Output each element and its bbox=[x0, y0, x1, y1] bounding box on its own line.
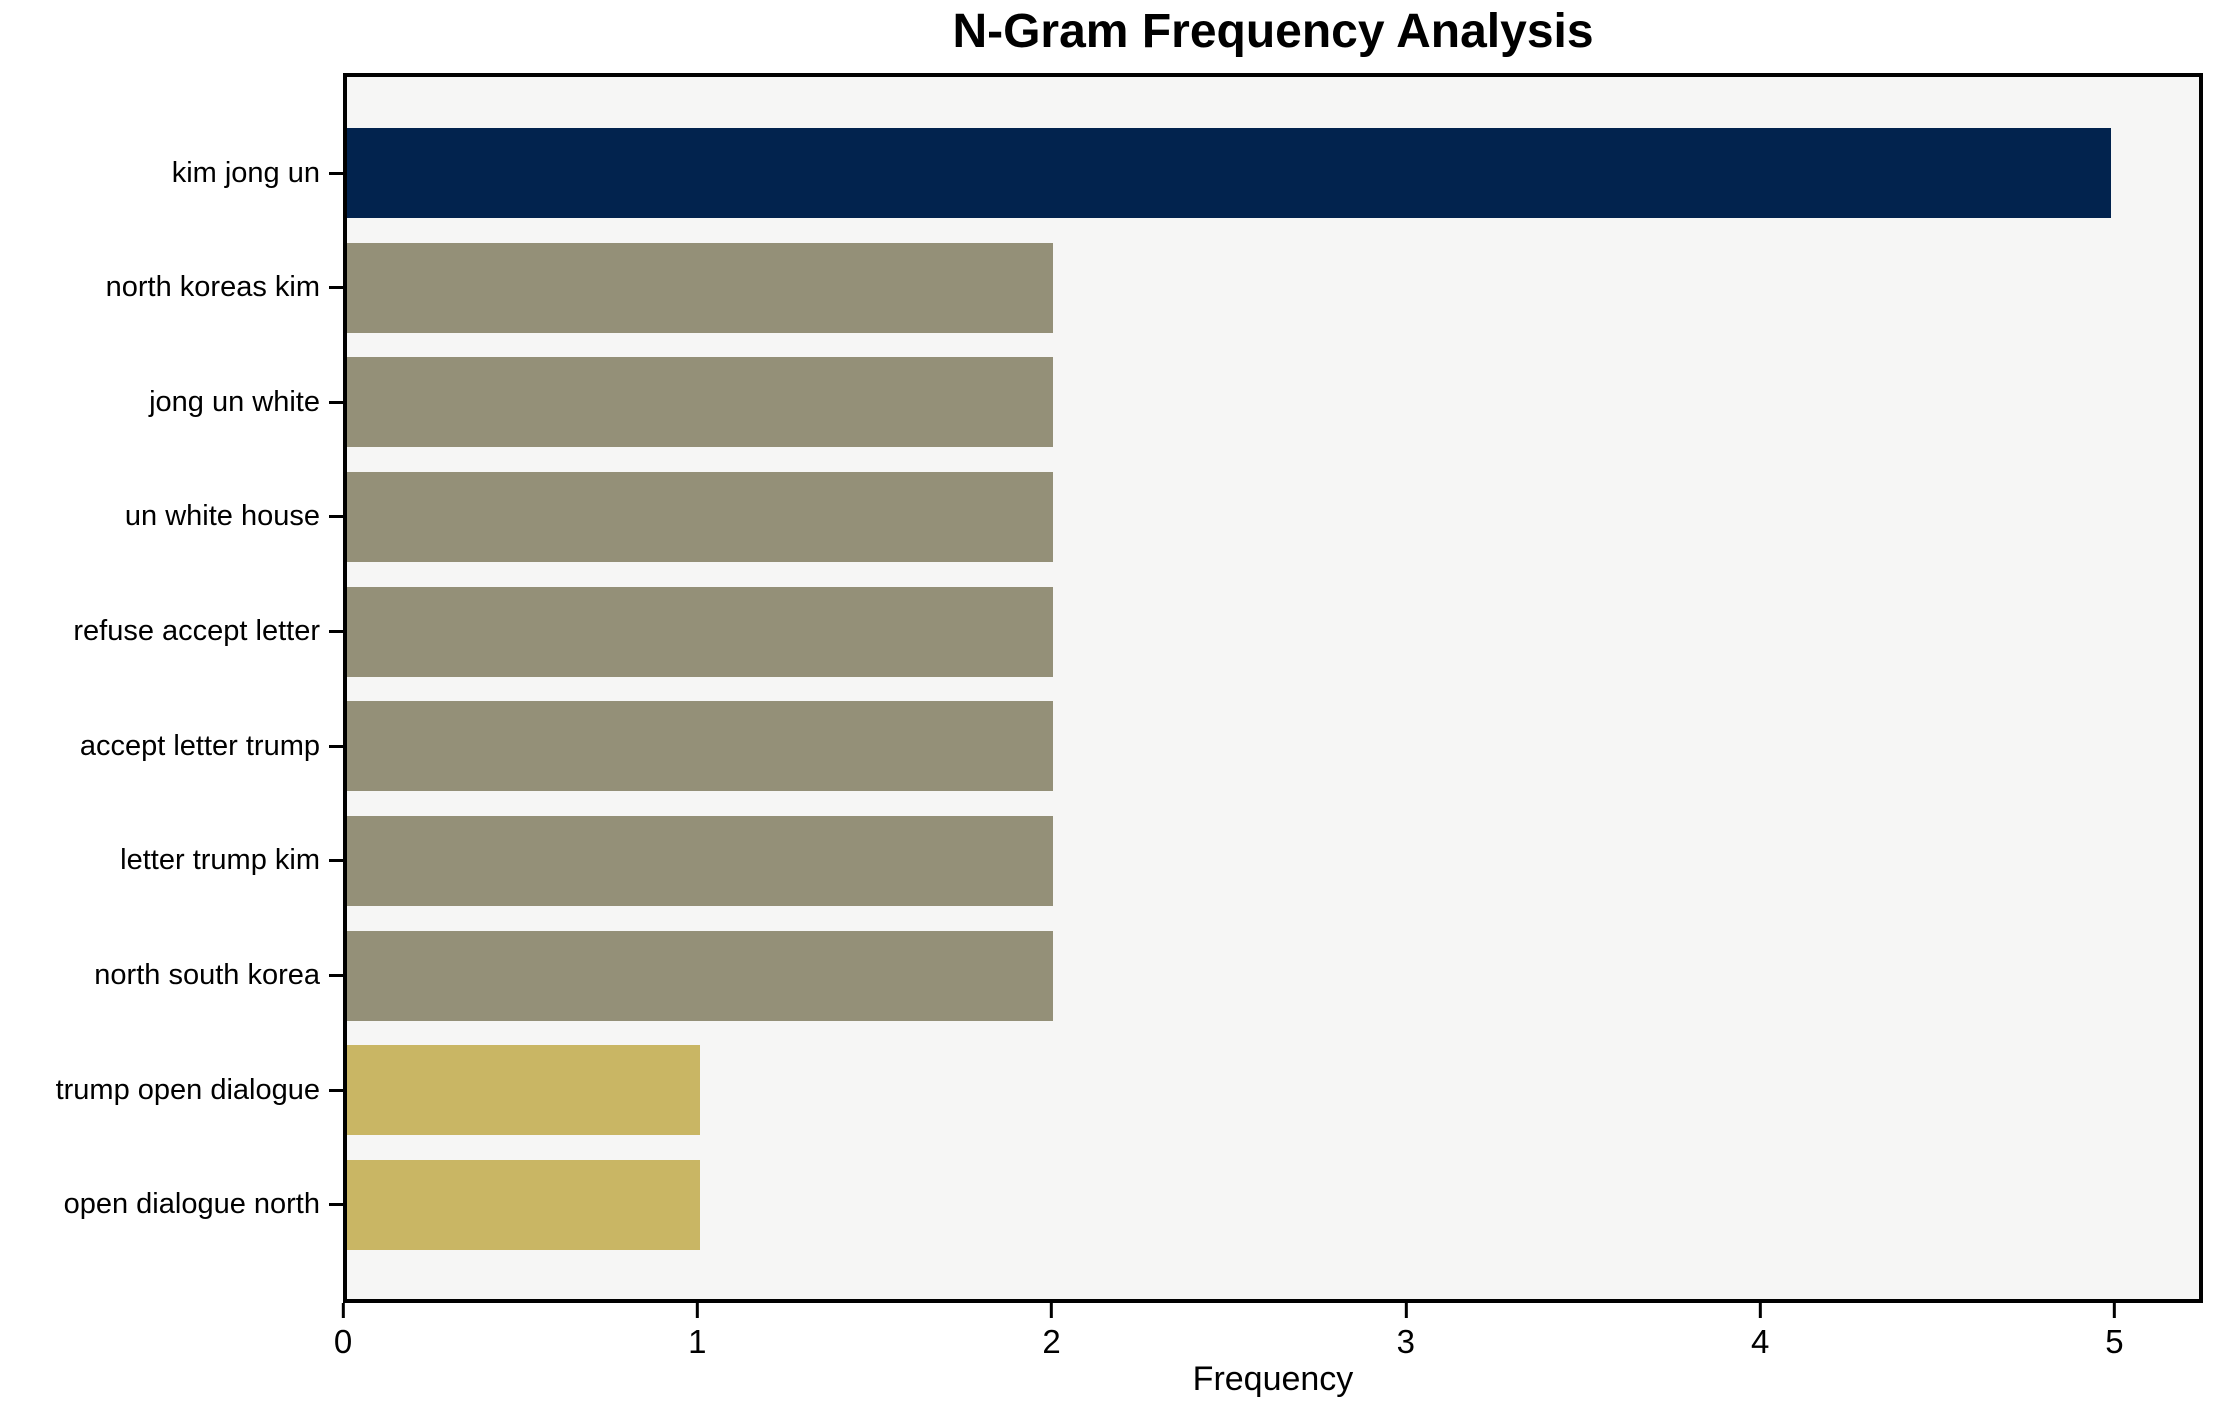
y-tick-mark bbox=[329, 744, 343, 748]
x-tick-label: 5 bbox=[2105, 1323, 2124, 1360]
y-tick-mark bbox=[329, 630, 343, 634]
y-tick-mark bbox=[329, 171, 343, 175]
frequency-bar bbox=[347, 1159, 700, 1250]
bar-row bbox=[347, 1159, 2199, 1250]
category-label: open dialogue north bbox=[63, 1188, 320, 1221]
x-axis-label: Frequency bbox=[1192, 1360, 1354, 1398]
category-label-row: jong un white bbox=[0, 357, 343, 447]
category-label-row: north koreas kim bbox=[0, 243, 343, 333]
bar-row bbox=[347, 242, 2199, 333]
frequency-bar bbox=[347, 815, 1053, 906]
frequency-bar bbox=[347, 930, 1053, 1021]
x-tick-mark bbox=[1404, 1303, 1408, 1318]
category-label-row: open dialogue north bbox=[0, 1160, 343, 1250]
category-label-row: un white house bbox=[0, 472, 343, 562]
bar-row bbox=[347, 128, 2199, 218]
category-label-row: kim jong un bbox=[0, 128, 343, 218]
x-tick-mark bbox=[695, 1303, 699, 1318]
x-tick-label: 1 bbox=[688, 1323, 707, 1360]
bar-row bbox=[347, 471, 2199, 562]
x-tick-mark bbox=[1758, 1303, 1762, 1318]
x-tick: 1 bbox=[688, 1303, 706, 1361]
category-label: north koreas kim bbox=[105, 271, 320, 304]
frequency-bar bbox=[347, 242, 1053, 333]
category-label: north south korea bbox=[94, 959, 320, 992]
y-tick-mark bbox=[329, 515, 343, 519]
x-tick-label: 4 bbox=[1750, 1323, 1770, 1360]
y-tick-mark bbox=[329, 400, 343, 404]
y-axis-category-labels: kim jong un north koreas kim jong un white… bbox=[0, 73, 343, 1303]
frequency-bar bbox=[347, 701, 1053, 792]
x-tick-label: 0 bbox=[333, 1323, 353, 1360]
bar-row bbox=[347, 815, 2199, 906]
y-tick-mark bbox=[329, 859, 343, 863]
frequency-bar bbox=[347, 586, 1053, 677]
x-tick: 5 bbox=[2105, 1303, 2124, 1361]
category-label: refuse accept letter bbox=[73, 615, 320, 648]
category-label-row: refuse accept letter bbox=[0, 587, 343, 677]
bar-row bbox=[347, 1045, 2199, 1136]
frequency-bar bbox=[347, 1045, 700, 1136]
y-tick-mark bbox=[329, 974, 343, 978]
x-tick-label: 2 bbox=[1042, 1323, 1061, 1360]
x-tick: 3 bbox=[1397, 1303, 1415, 1361]
y-tick-mark bbox=[329, 1088, 343, 1092]
category-label-row: north south korea bbox=[0, 931, 343, 1021]
category-label-row: trump open dialogue bbox=[0, 1045, 343, 1135]
category-label: trump open dialogue bbox=[55, 1073, 320, 1106]
bar-row bbox=[347, 930, 2199, 1021]
category-label: kim jong un bbox=[171, 156, 320, 189]
x-tick-mark bbox=[341, 1303, 345, 1318]
frequency-bar bbox=[347, 471, 1053, 562]
category-label-row: letter trump kim bbox=[0, 816, 343, 906]
y-tick-mark bbox=[329, 1203, 343, 1207]
category-label: jong un white bbox=[149, 385, 320, 418]
x-tick-mark bbox=[2112, 1303, 2116, 1318]
x-tick-label: 3 bbox=[1396, 1323, 1416, 1360]
x-tick: 2 bbox=[1042, 1303, 1061, 1361]
x-tick-mark bbox=[1050, 1303, 1054, 1318]
y-tick-mark bbox=[329, 286, 343, 290]
bar-row bbox=[347, 357, 2199, 448]
category-label: accept letter trump bbox=[79, 729, 320, 762]
frequency-bar bbox=[347, 357, 1053, 448]
plot-area bbox=[343, 73, 2203, 1303]
category-label: letter trump kim bbox=[120, 844, 320, 877]
x-tick: 4 bbox=[1751, 1303, 1769, 1361]
x-tick: 0 bbox=[334, 1303, 352, 1361]
chart-title: N-Gram Frequency Analysis bbox=[952, 5, 1594, 58]
x-axis-ticks: 0 1 2 3 4 5 bbox=[334, 1303, 2203, 1373]
bar-row bbox=[347, 586, 2199, 677]
category-label: un white house bbox=[124, 500, 320, 533]
category-label-row: accept letter trump bbox=[0, 701, 343, 791]
bar-row bbox=[347, 701, 2199, 792]
frequency-bar bbox=[347, 128, 2111, 218]
